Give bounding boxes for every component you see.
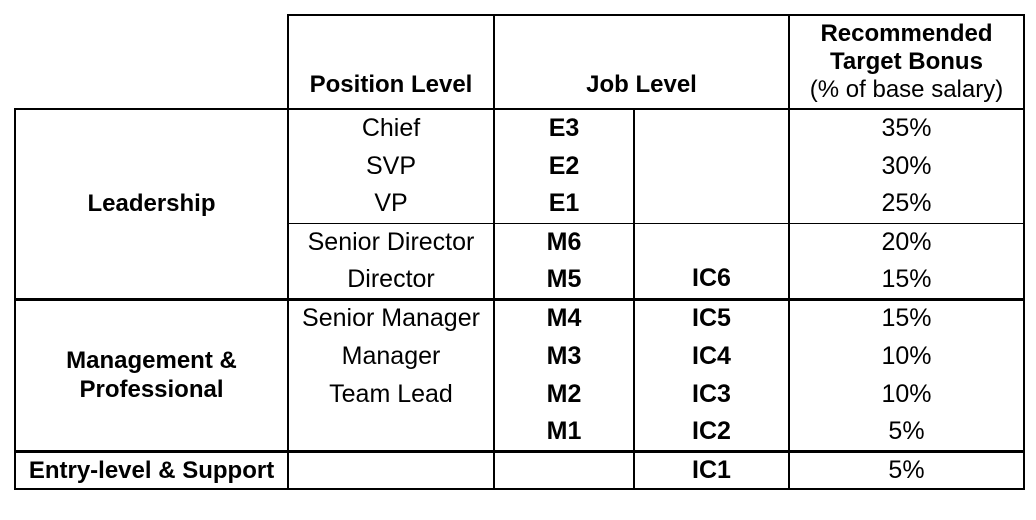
- header-row: Position Level Job Level Recommended Tar…: [15, 14, 1025, 110]
- job-level-header: Job Level: [493, 14, 789, 110]
- position-level-header: Position Level: [287, 14, 494, 110]
- job-level-cell-m4: M4: [493, 299, 634, 337]
- job-level-cell-m3: M3: [493, 337, 634, 375]
- job-level-cell-ic5: IC5: [633, 299, 789, 337]
- job-level-cell-ic6: IC6: [633, 223, 789, 301]
- job-level-cell-e3: E3: [493, 109, 634, 147]
- position-cell: Manager: [287, 337, 494, 375]
- bonus-table: Position Level Job Level Recommended Tar…: [14, 14, 1025, 490]
- job-level-cell-empty-m: [493, 451, 634, 490]
- bonus-cell: 25%: [788, 185, 1025, 224]
- position-cell: VP: [287, 185, 494, 224]
- bonus-cell: 5%: [788, 451, 1025, 490]
- job-level-cell-m6: M6: [493, 223, 634, 261]
- table-row: Management & Professional Senior Manager…: [14, 299, 1025, 453]
- position-cell: SVP: [287, 147, 494, 185]
- bonus-cell: 15%: [788, 299, 1025, 337]
- bonus-cell: 15%: [788, 261, 1025, 301]
- bonus-cell: 20%: [788, 223, 1025, 261]
- category-cell-leadership: Leadership: [14, 108, 288, 301]
- table-row: Director M5 15%: [15, 261, 1025, 301]
- bonus-cell: 35%: [788, 109, 1025, 147]
- position-cell: [287, 413, 494, 453]
- table-row: Entry-level & Support IC1 5%: [14, 451, 1025, 490]
- position-cell: Chief: [287, 109, 494, 147]
- job-level-cell-e1: E1: [493, 185, 634, 224]
- job-level-cell-ic3: IC3: [633, 375, 789, 413]
- job-level-cell-empty-ic: [633, 109, 789, 224]
- job-level-cell-ic4: IC4: [633, 337, 789, 375]
- bonus-header: Recommended Target Bonus (% of base sala…: [788, 14, 1025, 110]
- bonus-cell: 10%: [788, 375, 1025, 413]
- bonus-cell: 30%: [788, 147, 1025, 185]
- category-cell-entry-level-support: Entry-level & Support: [14, 451, 288, 490]
- table-row: Leadership Chief E3 35%: [14, 108, 1025, 301]
- bonus-cell: 5%: [788, 413, 1025, 453]
- job-level-cell-ic1: IC1: [633, 451, 789, 490]
- table-row: VP E1 25%: [15, 185, 1025, 224]
- position-cell: [287, 451, 494, 490]
- position-cell: Senior Manager: [287, 299, 494, 337]
- bonus-cell: 10%: [788, 337, 1025, 375]
- job-level-cell-m5: M5: [493, 261, 634, 301]
- job-level-cell-ic2: IC2: [633, 413, 789, 453]
- table-row: SVP E2 30%: [15, 147, 1025, 185]
- job-level-cell-m1: M1: [493, 413, 634, 453]
- table-row: Team Lead M2 IC3 10%: [15, 375, 1025, 413]
- bonus-header-line1: Recommended: [820, 20, 993, 47]
- position-cell: Team Lead: [287, 375, 494, 413]
- bonus-header-line3: (% of base salary): [809, 76, 1004, 103]
- job-level-cell-e2: E2: [493, 147, 634, 185]
- bonus-header-line2: Target Bonus: [830, 48, 983, 75]
- position-cell: Director: [287, 261, 494, 301]
- job-level-cell-m2: M2: [493, 375, 634, 413]
- table-row: Senior Director M6 IC6 20%: [15, 223, 1025, 301]
- table-row: Manager M3 IC4 10%: [15, 337, 1025, 375]
- corner-cell: [15, 15, 288, 109]
- position-cell: Senior Director: [287, 223, 494, 261]
- category-cell-management-professional: Management & Professional: [14, 299, 288, 453]
- table-row: M1 IC2 5%: [15, 413, 1025, 453]
